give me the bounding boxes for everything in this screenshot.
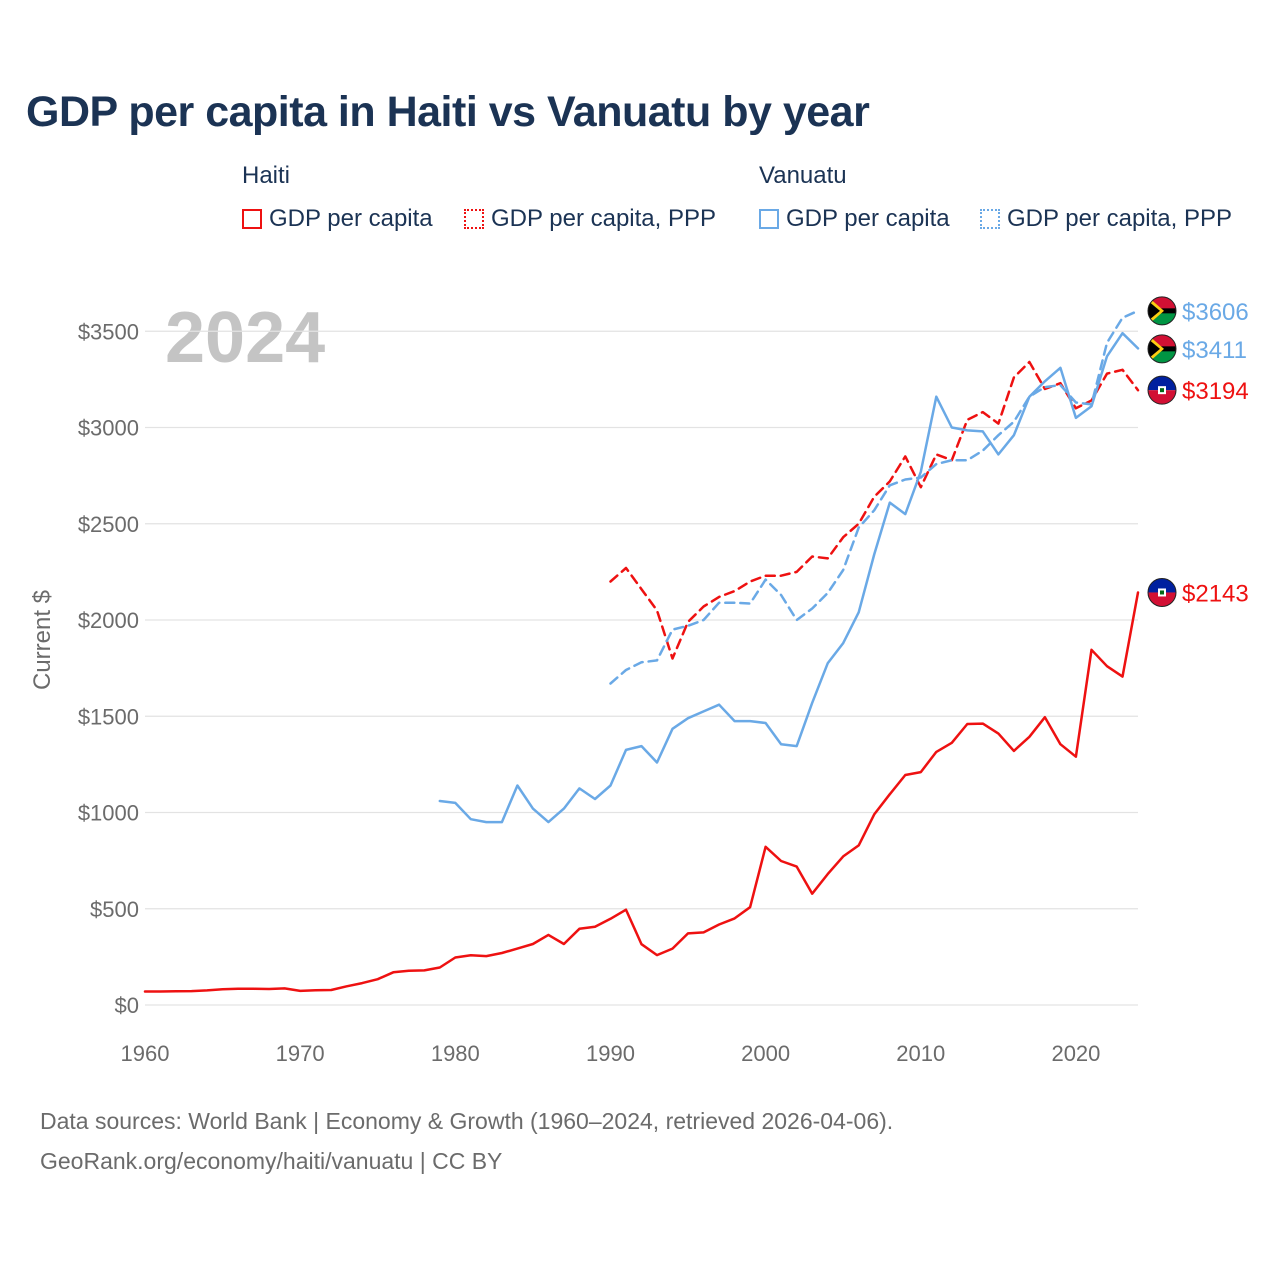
flag-vanuatu-icon	[1147, 296, 1177, 326]
end-value-label-haiti-gdp: $2143	[1182, 580, 1249, 607]
legend-item-vanuatu-ppp[interactable]: GDP per capita, PPP	[980, 205, 1232, 233]
legend-haiti-title: Haiti	[242, 162, 291, 189]
y-tick-label: $3500	[78, 319, 139, 344]
x-tick-label: 1990	[586, 1041, 635, 1066]
footer-sources: Data sources: World Bank | Economy & Gro…	[40, 1108, 894, 1134]
y-tick-label: $2000	[78, 608, 139, 633]
legend-item-haiti-ppp[interactable]: GDP per capita, PPP	[464, 205, 716, 233]
end-value-label-haiti-ppp: $3194	[1182, 378, 1249, 405]
y-axis-title: Current $	[29, 590, 56, 690]
legend-label-vanuatu-ppp: GDP per capita, PPP	[1007, 205, 1232, 232]
y-tick-label: $3000	[78, 416, 139, 441]
series-line-vanuatu-gdp	[438, 331, 1140, 824]
series-line-haiti-gdp	[143, 591, 1140, 993]
y-tick-label: $1000	[78, 801, 139, 826]
end-value-label-vanuatu-gdp: $3411	[1182, 337, 1247, 364]
legend-swatch-vanuatu-ppp	[980, 209, 1000, 229]
chart-title: GDP per capita in Haiti vs Vanuatu by ye…	[26, 88, 870, 136]
legend-label-haiti-ppp: GDP per capita, PPP	[491, 205, 716, 232]
footer-attribution[interactable]: GeoRank.org/economy/haiti/vanuatu | CC B…	[40, 1148, 503, 1174]
flag-vanuatu-icon	[1147, 334, 1177, 364]
flag-haiti-icon	[1147, 375, 1177, 405]
legend-label-haiti-gdp: GDP per capita	[269, 205, 433, 232]
legend-swatch-haiti-gdp	[242, 209, 262, 229]
y-tick-label: $500	[90, 897, 139, 922]
x-tick-label: 1970	[276, 1041, 325, 1066]
year-watermark: 2024	[165, 298, 325, 378]
y-tick-label: $0	[115, 993, 139, 1018]
legend-vanuatu-title: Vanuatu	[759, 162, 847, 189]
x-tick-label: 1960	[121, 1041, 170, 1066]
legend-swatch-haiti-ppp	[464, 209, 484, 229]
x-tick-label: 1980	[431, 1041, 480, 1066]
legend-item-haiti-gdp[interactable]: GDP per capita	[242, 205, 433, 233]
series-line-vanuatu-ppp	[609, 309, 1140, 685]
y-tick-label: $1500	[78, 704, 139, 729]
flag-haiti-icon	[1147, 577, 1177, 607]
legend-swatch-vanuatu-gdp	[759, 209, 779, 229]
end-value-label-vanuatu-ppp: $3606	[1182, 299, 1249, 326]
y-tick-label: $2500	[78, 512, 139, 537]
legend-item-vanuatu-gdp[interactable]: GDP per capita	[759, 205, 950, 233]
x-tick-label: 2020	[1051, 1041, 1100, 1066]
x-tick-label: 2000	[741, 1041, 790, 1066]
x-tick-label: 2010	[896, 1041, 945, 1066]
legend-label-vanuatu-gdp: GDP per capita	[786, 205, 950, 232]
